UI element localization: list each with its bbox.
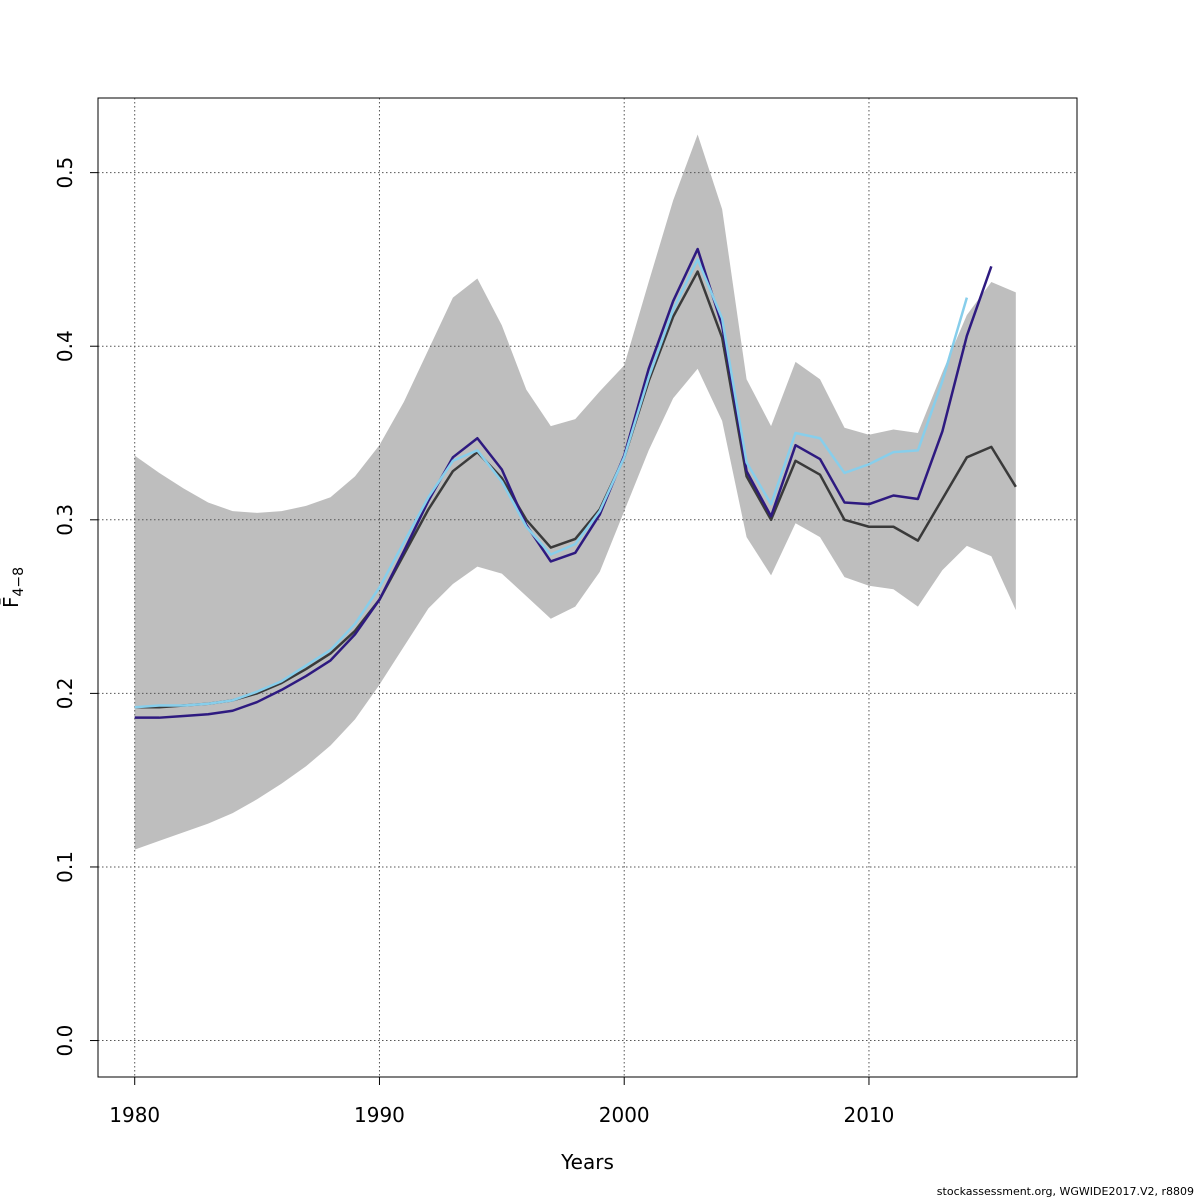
series-line-current	[134, 270, 1017, 709]
confidence-band-layer	[134, 134, 1016, 850]
confidence-band	[134, 134, 1016, 850]
x-tick-label: 2010	[844, 1103, 895, 1127]
x-axis: 1980 1990 2000 2010	[109, 1077, 894, 1127]
footer-source: stockassessment.org, WGWIDE2017.V2, r880…	[936, 1185, 1194, 1198]
y-tick-label: 0.1	[53, 851, 77, 883]
x-tick-label: 1980	[109, 1103, 160, 1127]
y-tick-label: 0.4	[53, 330, 77, 362]
y-axis-title-main: F̄	[0, 597, 23, 609]
plot-frame	[97, 97, 1078, 1078]
series-line-peel2	[134, 258, 969, 709]
y-tick-label: 0.2	[53, 677, 77, 709]
x-tick-label: 2000	[599, 1103, 650, 1127]
series-layer	[134, 247, 1017, 719]
svg-text:F̄4−8: F̄4−8	[0, 567, 27, 608]
y-axis-title: F̄4−8	[0, 567, 27, 608]
y-tick-label: 0.3	[53, 504, 77, 536]
series-line-peel1	[134, 247, 993, 719]
y-tick-label: 0.5	[53, 157, 77, 189]
y-tick-label: 0.0	[53, 1025, 77, 1057]
x-axis-title: Years	[560, 1150, 614, 1174]
y-axis-title-subscript: 4−8	[11, 567, 27, 597]
y-axis: 0.0 0.1 0.2 0.3 0.4 0.5	[53, 157, 98, 1057]
x-tick-label: 1990	[354, 1103, 405, 1127]
